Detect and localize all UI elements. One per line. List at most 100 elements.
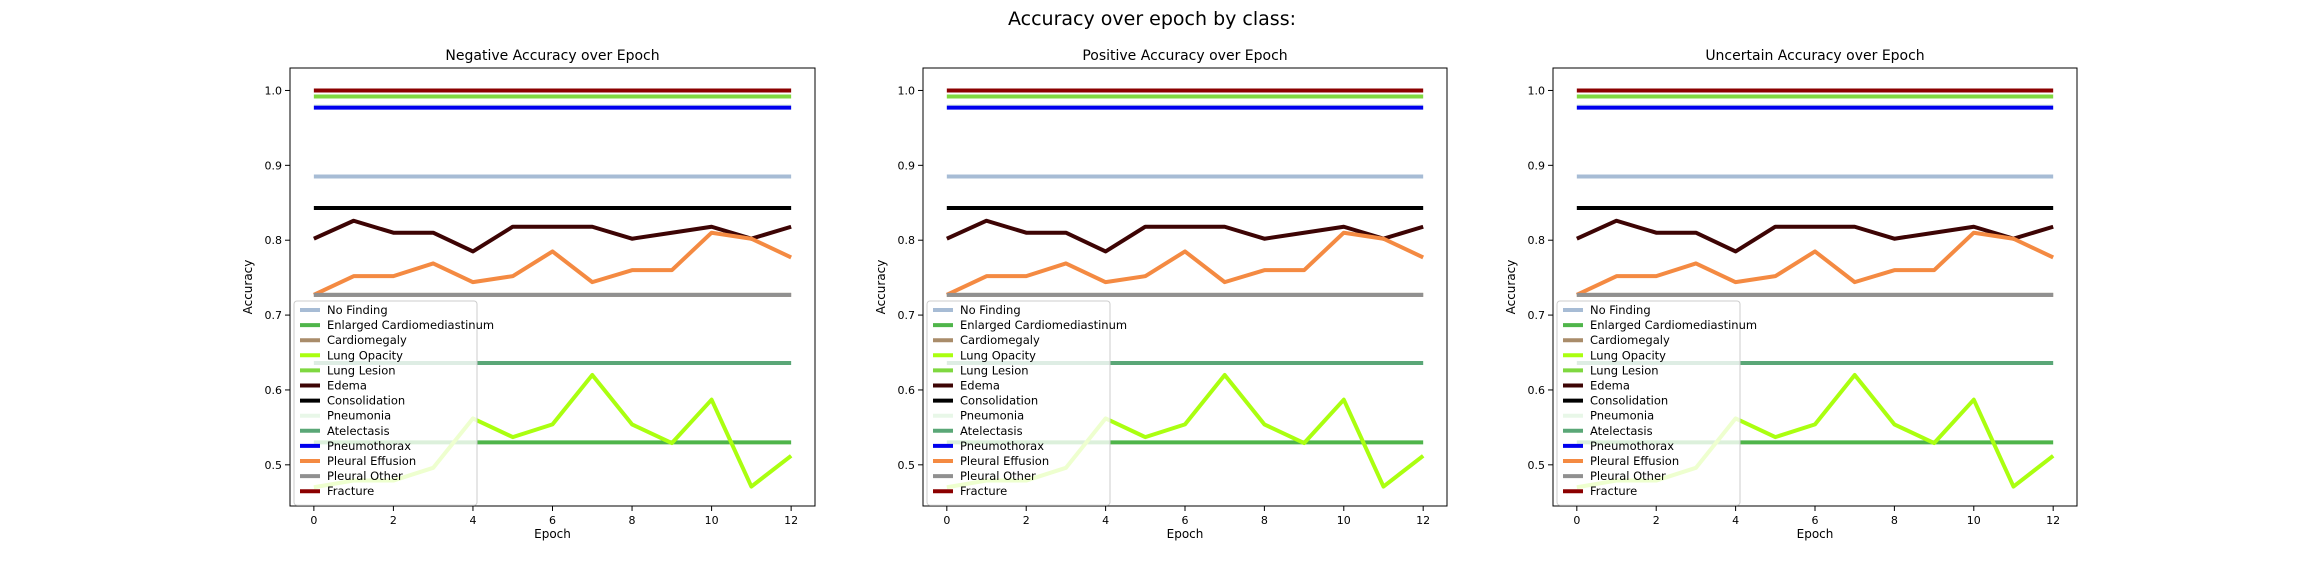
y-tick-label: 0.7	[1528, 309, 1546, 322]
legend-entry-3: Lung Opacity	[327, 348, 403, 362]
x-tick-label: 4	[1102, 514, 1109, 527]
legend-entry-2: Cardiomegaly	[1590, 333, 1670, 347]
x-tick-label: 0	[1573, 514, 1580, 527]
legend-entry-9: Pneumothorax	[1590, 439, 1674, 453]
y-tick-label: 0.7	[898, 309, 916, 322]
y-tick-label: 0.6	[265, 384, 283, 397]
y-axis-label: Accuracy	[1504, 260, 1518, 315]
legend-entry-2: Cardiomegaly	[327, 333, 407, 347]
legend-entry-2: Cardiomegaly	[960, 333, 1040, 347]
legend-entry-0: No Finding	[1590, 303, 1651, 317]
x-tick-label: 6	[1812, 514, 1819, 527]
legend-entry-6: Consolidation	[960, 394, 1038, 408]
legend-entry-9: Pneumothorax	[960, 439, 1044, 453]
x-axis-label: Epoch	[1797, 527, 1834, 541]
legend-box	[293, 300, 478, 506]
legend-entry-6: Consolidation	[327, 394, 405, 408]
x-tick-label: 6	[549, 514, 556, 527]
y-tick-label: 0.9	[1528, 159, 1546, 172]
legend-box	[926, 300, 1111, 506]
y-tick-label: 1.0	[898, 84, 916, 97]
series-line-5	[313, 218, 792, 254]
legend-entry-8: Atelectasis	[327, 424, 390, 438]
legend-entry-5: Edema	[1590, 379, 1630, 393]
x-axis-label: Epoch	[534, 527, 571, 541]
y-tick-label: 1.0	[265, 84, 283, 97]
y-tick-label: 0.8	[1528, 234, 1546, 247]
chart-title: Positive Accuracy over Epoch	[1082, 48, 1287, 64]
y-tick-label: 0.5	[1528, 459, 1546, 472]
chart-title: Uncertain Accuracy over Epoch	[1705, 48, 1924, 64]
series-line-5	[1575, 218, 2054, 254]
x-tick-label: 8	[1261, 514, 1268, 527]
series-line-10	[945, 230, 1425, 297]
x-tick-label: 12	[784, 514, 798, 527]
x-tick-label: 10	[1967, 514, 1981, 527]
figure-suptitle: Accuracy over epoch by class:	[1008, 8, 1296, 30]
x-tick-label: 2	[1653, 514, 1660, 527]
y-tick-label: 0.8	[265, 234, 283, 247]
x-tick-label: 8	[1891, 514, 1898, 527]
chart-title: Negative Accuracy over Epoch	[445, 48, 659, 64]
x-tick-label: 10	[1337, 514, 1351, 527]
legend-entry-10: Pleural Effusion	[960, 454, 1049, 468]
series-line-10	[313, 230, 792, 297]
y-tick-label: 0.8	[898, 234, 916, 247]
legend-entry-7: Pneumonia	[1590, 409, 1654, 423]
panel-2: Uncertain Accuracy over Epoch 0 2 4 6 8 10 12 0.…	[1504, 48, 2078, 541]
x-tick-label: 8	[629, 514, 636, 527]
panel-0: Negative Accuracy over Epoch 0 2 4 6 8 10 12 0.5…	[241, 48, 816, 541]
y-tick-label: 0.5	[265, 459, 283, 472]
y-tick-label: 0.7	[265, 309, 283, 322]
y-tick-label: 0.6	[898, 384, 916, 397]
legend-entry-11: Pleural Other	[327, 469, 403, 483]
legend-entry-8: Atelectasis	[960, 424, 1023, 438]
legend-entry-7: Pneumonia	[327, 409, 391, 423]
x-axis-label: Epoch	[1167, 527, 1204, 541]
x-tick-label: 2	[1023, 514, 1030, 527]
y-axis-label: Accuracy	[241, 260, 255, 315]
series-line-10	[1575, 230, 2055, 297]
legend-entry-0: No Finding	[327, 303, 388, 317]
y-tick-label: 0.9	[265, 159, 283, 172]
legend-entry-3: Lung Opacity	[960, 348, 1036, 362]
panel-1: Positive Accuracy over Epoch 0 2 4 6 8 10 12 0.5…	[874, 48, 1448, 541]
legend-entry-3: Lung Opacity	[1590, 348, 1666, 362]
legend-entry-11: Pleural Other	[960, 469, 1036, 483]
legend-box	[1556, 300, 1741, 506]
legend-entry-4: Lung Lesion	[327, 363, 396, 377]
legend-entry-4: Lung Lesion	[1590, 363, 1659, 377]
legend-entry-12: Fracture	[1590, 484, 1637, 498]
x-tick-label: 10	[705, 514, 719, 527]
legend-entry-0: No Finding	[960, 303, 1021, 317]
legend-entry-9: Pneumothorax	[327, 439, 411, 453]
x-tick-label: 6	[1182, 514, 1189, 527]
legend-entry-8: Atelectasis	[1590, 424, 1653, 438]
x-tick-label: 0	[943, 514, 950, 527]
legend-entry-1: Enlarged Cardiomediastinum	[960, 318, 1127, 332]
legend-entry-5: Edema	[960, 379, 1000, 393]
legend-entry-7: Pneumonia	[960, 409, 1024, 423]
legend-entry-10: Pleural Effusion	[1590, 454, 1679, 468]
x-tick-label: 12	[2046, 514, 2060, 527]
series-line-5	[945, 218, 1424, 254]
x-tick-label: 12	[1416, 514, 1430, 527]
legend-entry-11: Pleural Other	[1590, 469, 1666, 483]
panels: Negative Accuracy over Epoch 0 2 4 6 8 10 12 0.5…	[241, 48, 2078, 541]
legend-entry-1: Enlarged Cardiomediastinum	[1590, 318, 1757, 332]
x-tick-label: 4	[469, 514, 476, 527]
legend-entry-12: Fracture	[327, 484, 374, 498]
legend-entry-10: Pleural Effusion	[327, 454, 416, 468]
legend-entry-6: Consolidation	[1590, 394, 1668, 408]
legend-entry-1: Enlarged Cardiomediastinum	[327, 318, 494, 332]
legend-entry-5: Edema	[327, 379, 367, 393]
x-tick-label: 4	[1732, 514, 1739, 527]
y-axis-label: Accuracy	[874, 260, 888, 315]
y-tick-label: 0.6	[1528, 384, 1546, 397]
legend-entry-4: Lung Lesion	[960, 363, 1029, 377]
y-tick-label: 1.0	[1528, 84, 1546, 97]
